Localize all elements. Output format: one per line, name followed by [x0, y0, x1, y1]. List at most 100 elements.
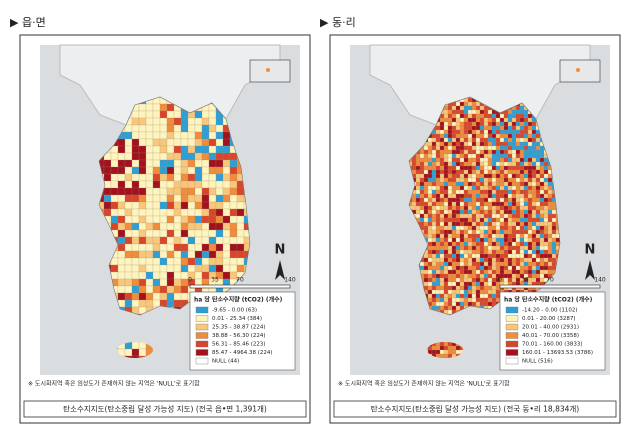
region — [431, 261, 437, 267]
region — [451, 121, 457, 127]
region — [479, 113, 485, 119]
region — [435, 165, 441, 171]
region — [539, 181, 545, 187]
region — [535, 233, 541, 239]
region — [471, 193, 477, 199]
region — [487, 189, 493, 195]
region — [515, 165, 521, 171]
region — [535, 201, 541, 207]
region — [487, 241, 493, 247]
region — [435, 173, 441, 179]
region — [117, 173, 126, 182]
region — [463, 229, 469, 235]
region — [499, 149, 505, 155]
region — [543, 209, 549, 215]
region — [463, 237, 469, 243]
region — [451, 281, 457, 287]
region — [515, 213, 521, 219]
region — [439, 173, 445, 179]
region — [427, 269, 433, 275]
region — [431, 245, 437, 251]
region — [208, 264, 217, 273]
region — [535, 249, 541, 255]
region — [479, 261, 485, 267]
region — [435, 345, 441, 351]
region — [463, 265, 469, 271]
region — [511, 165, 517, 171]
region — [523, 209, 529, 215]
region — [423, 193, 429, 199]
region — [479, 245, 485, 251]
region — [423, 217, 429, 223]
region — [507, 109, 513, 115]
region — [491, 217, 497, 223]
region — [229, 201, 238, 210]
region — [455, 269, 461, 275]
region — [431, 145, 437, 151]
region — [180, 292, 189, 301]
region — [475, 221, 481, 227]
region — [443, 177, 449, 183]
region — [503, 225, 509, 231]
region — [459, 297, 465, 303]
region — [479, 217, 485, 223]
region — [451, 117, 457, 123]
region — [531, 133, 537, 139]
region — [523, 125, 529, 131]
region — [173, 271, 182, 280]
region — [215, 180, 224, 189]
caption: 탄소수지지도(탄소중립 달성 가능성 지도) (전국 읍•면 1,391개) — [63, 404, 267, 414]
scale-label: 0 — [188, 277, 192, 284]
region — [507, 217, 513, 223]
region — [201, 257, 210, 266]
region — [194, 152, 203, 161]
region — [124, 138, 133, 147]
region — [229, 159, 238, 168]
legend-swatch — [195, 323, 209, 331]
region — [455, 277, 461, 283]
region — [463, 213, 469, 219]
region — [523, 193, 529, 199]
region — [531, 253, 537, 259]
region — [159, 229, 168, 238]
region — [459, 217, 465, 223]
region — [166, 173, 175, 182]
region — [427, 161, 433, 167]
region — [479, 109, 485, 115]
region — [467, 153, 473, 159]
region — [475, 169, 481, 175]
region — [483, 209, 489, 215]
region — [487, 145, 493, 151]
region — [523, 205, 529, 211]
region — [503, 277, 509, 283]
region — [523, 221, 529, 227]
region — [523, 225, 529, 231]
region — [124, 173, 133, 182]
region — [483, 185, 489, 191]
region — [131, 208, 140, 217]
region — [475, 129, 481, 135]
region — [131, 166, 140, 175]
region — [479, 153, 485, 159]
region — [499, 269, 505, 275]
region — [187, 194, 196, 203]
region — [471, 225, 477, 231]
region — [415, 173, 421, 179]
region — [543, 165, 549, 171]
north-arrow — [585, 260, 595, 280]
region — [499, 213, 505, 219]
region — [455, 101, 461, 107]
region — [222, 166, 231, 175]
region — [499, 117, 505, 123]
region — [103, 166, 112, 175]
region — [222, 131, 231, 140]
region — [503, 165, 509, 171]
region — [124, 131, 133, 140]
region — [531, 217, 537, 223]
region — [159, 271, 168, 280]
region — [187, 264, 196, 273]
region — [475, 117, 481, 123]
region — [447, 233, 453, 239]
region — [511, 117, 517, 123]
region — [499, 201, 505, 207]
